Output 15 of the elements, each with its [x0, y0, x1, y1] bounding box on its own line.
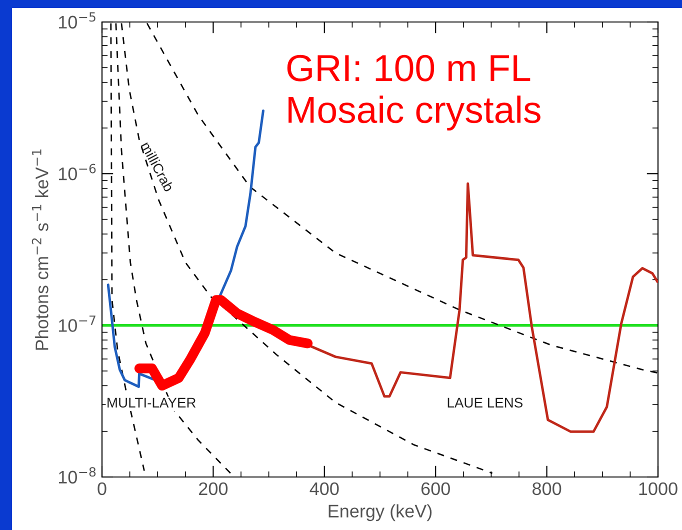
x-tick-label: 400: [310, 482, 339, 496]
annotation: GRI: 100 m FL Mosaic crystals: [287, 54, 540, 131]
annotation: MULTI-LAYER: [108, 398, 196, 408]
annotation: LAUE LENS: [448, 398, 523, 408]
x-tick-label: 1000: [639, 482, 678, 496]
y-axis-title: Photons cm$^{−2}$ s$^{−1}$ keV$^{−1}$: [32, 150, 48, 350]
y-tick-label: 10$^{−5}$: [58, 12, 96, 29]
y-tick-label: 10$^{−8}$: [58, 467, 96, 484]
x-axis-title: Energy (keV): [328, 504, 432, 522]
x-tick-label: 0: [98, 482, 106, 496]
x-tick-label: 200: [199, 482, 228, 496]
y-tick-label: 10$^{−7}$: [58, 316, 96, 332]
x-tick-label: 800: [532, 482, 562, 496]
x-tick-label: 600: [421, 482, 450, 496]
y-tick-label: 10$^{−6}$: [58, 164, 96, 180]
